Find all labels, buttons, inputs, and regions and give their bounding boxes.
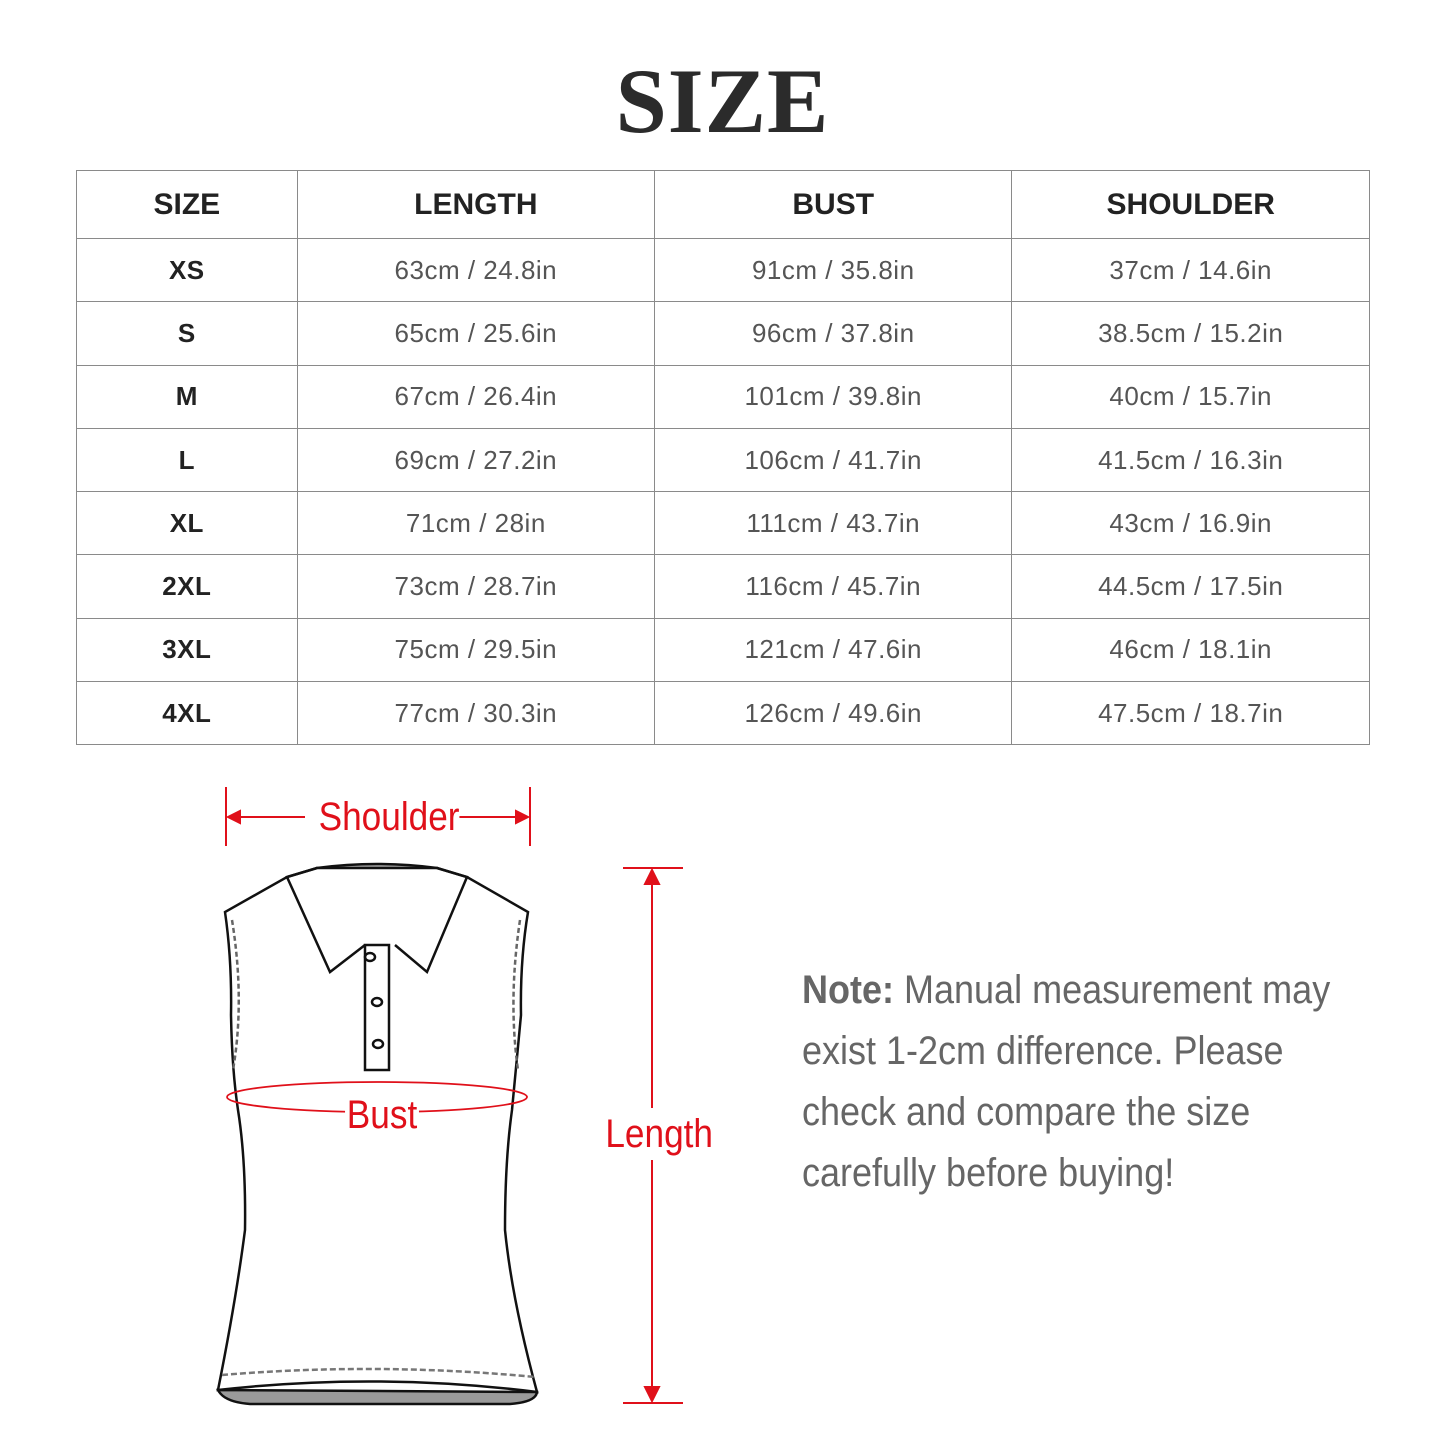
- note-line: Manual measurement may: [904, 968, 1331, 1012]
- table-row: 2XL 73cm / 28.7in 116cm / 45.7in 44.5cm / 1…: [76, 554, 1370, 619]
- header-size: SIZE: [76, 170, 298, 239]
- length-arrow-up-icon: [643, 867, 661, 885]
- cell-length: 65cm / 25.6in: [296, 301, 656, 366]
- header-bust: BUST: [654, 170, 1013, 239]
- cell-shoulder: 46cm / 18.1in: [1011, 617, 1370, 683]
- table-row: XL 71cm / 28in 111cm / 43.7in 43cm / 16.9in: [76, 491, 1370, 556]
- cell-bust: 126cm / 49.6in: [654, 681, 1013, 746]
- length-arrow-down-icon: [643, 1386, 661, 1404]
- cell-shoulder: 40cm / 15.7in: [1011, 364, 1370, 429]
- table-row: L 69cm / 27.2in 106cm / 41.7in 41.5cm / 16.…: [76, 427, 1370, 493]
- table-row: S 65cm / 25.6in 96cm / 37.8in 38.5cm / 15.2…: [76, 301, 1370, 366]
- cell-size: L: [76, 427, 298, 493]
- table-row: XS 63cm / 24.8in 91cm / 35.8in 37cm / 14.6i…: [76, 237, 1370, 303]
- cell-length: 69cm / 27.2in: [296, 427, 656, 493]
- cell-shoulder: 47.5cm / 18.7in: [1011, 681, 1370, 746]
- page-title: SIZE: [615, 50, 830, 152]
- cell-length: 77cm / 30.3in: [296, 681, 656, 746]
- cell-shoulder: 37cm / 14.6in: [1011, 237, 1370, 303]
- cell-shoulder: 43cm / 16.9in: [1011, 491, 1370, 556]
- cell-size: XL: [76, 491, 298, 556]
- note-line: exist 1-2cm difference. Please: [802, 1029, 1284, 1073]
- cell-size: S: [76, 301, 298, 366]
- cell-size: M: [76, 364, 298, 429]
- cell-size: XS: [76, 237, 298, 303]
- cell-bust: 101cm / 39.8in: [654, 364, 1013, 429]
- cell-bust: 116cm / 45.7in: [654, 554, 1013, 619]
- cell-bust: 96cm / 37.8in: [654, 301, 1013, 366]
- table-row: M 67cm / 26.4in 101cm / 39.8in 40cm / 15.7i…: [76, 364, 1370, 429]
- cell-size: 4XL: [76, 681, 298, 746]
- shoulder-arrow-right-icon: [515, 809, 531, 825]
- length-label: Length: [605, 1112, 714, 1156]
- cell-shoulder: 41.5cm / 16.3in: [1011, 427, 1370, 493]
- cell-shoulder: 44.5cm / 17.5in: [1011, 554, 1370, 619]
- cell-bust: 106cm / 41.7in: [654, 427, 1013, 493]
- measurement-note: Note: Manual measurement may exist 1-2cm…: [802, 960, 1330, 1204]
- cell-bust: 111cm / 43.7in: [654, 491, 1013, 556]
- note-line: carefully before buying!: [802, 1151, 1175, 1195]
- table-row: 3XL 75cm / 29.5in 121cm / 47.6in 46cm / 18.…: [76, 617, 1370, 683]
- size-table: SIZE LENGTH BUST SHOULDER XS 63cm / 24.8i…: [76, 170, 1370, 746]
- cell-length: 73cm / 28.7in: [296, 554, 656, 619]
- shoulder-arrow-left-icon: [225, 809, 241, 825]
- shoulder-label: Shoulder: [318, 795, 460, 839]
- note-prefix: Note:: [802, 968, 894, 1012]
- cell-shoulder: 38.5cm / 15.2in: [1011, 301, 1370, 366]
- note-line: check and compare the size: [802, 1090, 1251, 1134]
- cell-length: 63cm / 24.8in: [296, 237, 656, 303]
- cell-bust: 121cm / 47.6in: [654, 617, 1013, 683]
- cell-bust: 91cm / 35.8in: [654, 237, 1013, 303]
- cell-length: 75cm / 29.5in: [296, 617, 656, 683]
- table-row: 4XL 77cm / 30.3in 126cm / 49.6in 47.5cm / 1…: [76, 681, 1370, 746]
- header-shoulder: SHOULDER: [1011, 170, 1370, 239]
- cell-length: 67cm / 26.4in: [296, 364, 656, 429]
- cell-length: 71cm / 28in: [296, 491, 656, 556]
- bust-label: Bust: [345, 1093, 420, 1137]
